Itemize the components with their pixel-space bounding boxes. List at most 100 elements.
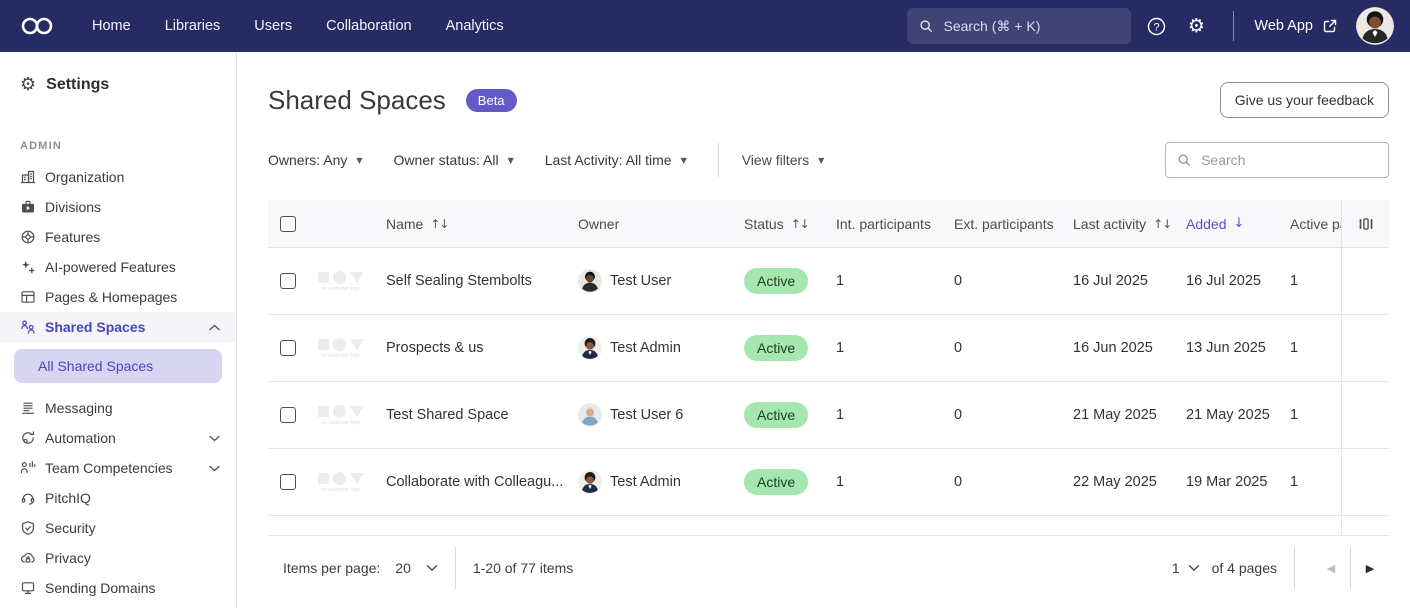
sidebar-item-divisions[interactable]: Divisions [0, 192, 236, 222]
pages-layout-icon [21, 291, 35, 303]
logo-infinity-icon[interactable] [20, 15, 56, 37]
help-icon[interactable]: ? [1139, 9, 1173, 43]
ext-participants-value: 0 [954, 407, 963, 423]
int-participants-value: 1 [836, 340, 845, 356]
nav-item-libraries[interactable]: Libraries [164, 18, 221, 34]
sidebar-item-label: Divisions [45, 199, 102, 215]
row-checkbox[interactable] [280, 340, 296, 356]
global-search-input[interactable] [943, 18, 1120, 34]
external-link-icon [1323, 19, 1337, 33]
sidebar-item-sending-domains[interactable]: Sending Domains [0, 573, 236, 603]
column-header-last-activity[interactable]: Last activity ↑↓ [1065, 216, 1178, 232]
previous-page-button[interactable]: ◀ [1326, 561, 1336, 575]
column-header-status[interactable]: Status ↑↓ [736, 216, 828, 232]
footer-divider [1350, 547, 1351, 589]
shared-spaces-people-icon [21, 320, 35, 334]
filter-last-activity-label: Last Activity: All time [544, 152, 672, 168]
sort-both-icon[interactable]: ↑↓ [1153, 216, 1172, 231]
column-header-active-participants: Active pa [1282, 216, 1341, 232]
sidebar-item-messaging[interactable]: Messaging [0, 393, 236, 423]
sidebar-item-ai-powered-features[interactable]: AI-powered Features [0, 252, 236, 282]
sort-both-icon[interactable]: ↑↓ [430, 216, 449, 231]
sidebar-item-label: Features [45, 229, 101, 245]
sidebar-item-features[interactable]: Features [0, 222, 236, 252]
filter-owner-status[interactable]: Owner status: All ▼ [394, 152, 514, 168]
sidebar-item-pages-homepages[interactable]: Pages & Homepages [0, 282, 236, 312]
column-settings-cell[interactable] [1341, 200, 1389, 247]
sidebar-item-label: AI-powered Features [45, 259, 176, 275]
filter-owners[interactable]: Owners: Any ▼ [268, 152, 363, 168]
sidebar-item-organization[interactable]: Organization [0, 162, 236, 192]
team-competencies-icon [20, 461, 36, 474]
sidebar-item-label: Team Competencies [45, 460, 173, 476]
sidebar-subitem-all-shared-spaces[interactable]: All Shared Spaces [14, 349, 222, 383]
footer-divider [454, 547, 456, 589]
status-badge: Active [744, 268, 809, 294]
header-label: Last activity [1073, 215, 1147, 232]
sidebar-item-pitchiq[interactable]: PitchIQ [0, 483, 236, 513]
nav-item-collaboration[interactable]: Collaboration [326, 18, 412, 34]
view-filters-dropdown[interactable]: View filters ▼ [742, 152, 825, 168]
page-title: Shared Spaces [268, 84, 446, 115]
table-row[interactable]: no customer logo Self Sealing Stembolts … [268, 248, 1389, 315]
space-name[interactable]: Test Shared Space [386, 407, 509, 423]
items-per-page-label: Items per page: [283, 560, 381, 576]
status-badge: Active [744, 469, 809, 495]
web-app-link[interactable]: Web App [1254, 18, 1338, 34]
security-shield-icon [22, 521, 34, 535]
sort-descending-icon[interactable]: ↓ [1233, 216, 1245, 231]
sort-both-icon[interactable]: ↑↓ [790, 216, 810, 231]
column-header-name[interactable]: Name ↑↓ [378, 216, 570, 232]
ext-participants-value: 0 [954, 474, 963, 490]
page-number-select[interactable]: 1 [1172, 560, 1200, 576]
sidebar-item-security[interactable]: Security [0, 513, 236, 543]
space-name[interactable]: Prospects & us [386, 340, 484, 356]
select-all-checkbox[interactable] [280, 215, 296, 232]
space-name[interactable]: Collaborate with Colleagu... [386, 474, 564, 490]
global-search[interactable] [907, 8, 1132, 44]
header-label: Owner [578, 215, 620, 232]
int-participants-value: 1 [836, 273, 845, 289]
space-thumbnail-placeholder: no customer logo [313, 396, 368, 434]
table-row[interactable]: no customer logo Prospects & us Test Adm… [268, 315, 1389, 382]
nav-item-home[interactable]: Home [92, 18, 131, 34]
table-search-input[interactable] [1201, 152, 1377, 168]
sidebar-item-label: Organization [45, 169, 125, 185]
items-per-page-select[interactable]: Items per page: 20 [283, 560, 438, 576]
table-row[interactable]: no customer logo Test Shared Space Test … [268, 382, 1389, 449]
web-app-label: Web App [1254, 18, 1313, 34]
table-search[interactable] [1165, 142, 1389, 178]
sidebar-item-team-competencies[interactable]: Team Competencies [0, 453, 236, 483]
header-label: Ext. participants [954, 215, 1054, 232]
columns-icon [1359, 217, 1372, 230]
added-value: 21 May 2025 [1186, 407, 1270, 423]
filter-last-activity[interactable]: Last Activity: All time ▼ [545, 152, 687, 168]
sidebar-section-admin: ADMIN [20, 140, 63, 152]
space-thumbnail-placeholder: no customer logo [313, 329, 368, 367]
svg-text:?: ? [1153, 21, 1159, 33]
nav-item-users[interactable]: Users [254, 18, 293, 34]
sending-domains-monitor-icon [21, 582, 35, 594]
row-checkbox[interactable] [280, 474, 296, 490]
top-navbar: Home Libraries Users Collaboration Analy… [0, 0, 1410, 52]
sidebar-item-privacy[interactable]: Privacy [0, 543, 236, 573]
table-row[interactable]: no customer logo Collaborate with Collea… [268, 449, 1389, 516]
sidebar-title-settings[interactable]: ⚙ Settings [0, 70, 236, 100]
row-checkbox[interactable] [280, 273, 296, 289]
table-header-row: Name ↑↓ Owner Status ↑↓ Int. participant… [268, 200, 1389, 248]
column-header-int-participants: Int. participants [828, 216, 946, 232]
column-header-added[interactable]: Added ↓ [1178, 216, 1282, 232]
chevron-down-icon [209, 465, 220, 472]
row-checkbox[interactable] [280, 407, 296, 423]
nav-item-analytics[interactable]: Analytics [445, 18, 504, 34]
user-avatar[interactable] [1356, 7, 1394, 45]
int-participants-value: 1 [836, 407, 845, 423]
space-name[interactable]: Self Sealing Stembolts [386, 273, 532, 289]
settings-gear-icon[interactable]: ⚙ [1187, 14, 1205, 37]
sidebar-item-shared-spaces[interactable]: Shared Spaces [0, 312, 236, 342]
nav-divider [1233, 11, 1235, 41]
next-page-button[interactable]: ▶ [1365, 561, 1375, 575]
sidebar-item-automation[interactable]: Automation [0, 423, 236, 453]
sidebar-item-label: PitchIQ [45, 490, 91, 506]
feedback-button[interactable]: Give us your feedback [1219, 82, 1389, 118]
